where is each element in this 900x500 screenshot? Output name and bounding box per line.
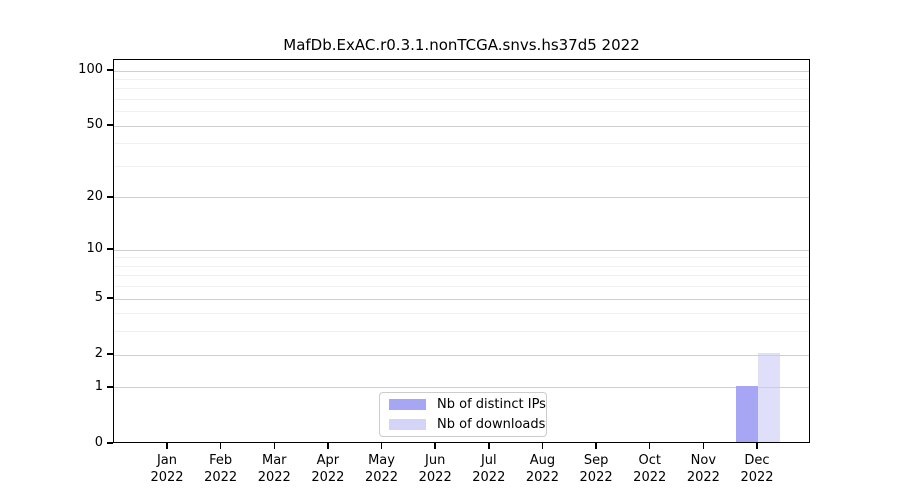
gridline-minor-30 [114, 165, 809, 167]
x-tick-mark-feb [219, 443, 222, 449]
x-tick-label-oct: Oct 2022 [633, 453, 667, 485]
x-tick-label-jun: Jun 2022 [418, 453, 452, 485]
y-tick-mark-1 [107, 386, 113, 388]
plot-area: Nb of distinct IPs Nb of downloads [113, 59, 810, 443]
legend-label-distinct-ips: Nb of distinct IPs [437, 397, 546, 412]
gridline-major-10 [114, 249, 809, 251]
gridline-minor-3 [114, 331, 809, 333]
x-tick-label-mar: Mar 2022 [257, 453, 291, 485]
y-tick-mark-5 [107, 297, 113, 299]
legend-swatch-downloads-icon [389, 419, 426, 430]
y-tick-label-5: 5 [94, 290, 103, 306]
gridline-minor-70 [114, 98, 809, 100]
x-tick-label-feb: Feb 2022 [204, 453, 238, 485]
x-tick-mark-dec [756, 443, 758, 449]
x-tick-mark-aug [541, 443, 544, 449]
x-tick-mark-jan [166, 443, 168, 449]
legend-item-downloads: Nb of downloads [389, 417, 545, 432]
gridline-minor-9 [114, 257, 809, 259]
y-tick-mark-50 [107, 124, 113, 126]
gridline-minor-4 [114, 313, 809, 315]
y-tick-mark-100 [107, 69, 113, 71]
x-tick-label-dec: Dec 2022 [740, 453, 774, 485]
y-tick-mark-10 [107, 248, 113, 250]
y-tick-label-100: 100 [78, 62, 103, 77]
gridline-minor-40 [114, 143, 809, 145]
y-tick-mark-20 [107, 196, 113, 198]
gridline-major-50 [114, 125, 809, 127]
gridline-minor-90 [114, 78, 809, 80]
x-tick-label-apr: Apr 2022 [311, 453, 345, 485]
x-tick-mark-nov [702, 443, 705, 449]
x-tick-label-may: May 2022 [364, 453, 399, 485]
gridline-minor-8 [114, 265, 809, 267]
gridline-major-1 [114, 387, 809, 389]
y-tick-mark-2 [107, 353, 113, 355]
y-tick-label-0: 0 [94, 435, 103, 450]
gridline-minor-60 [114, 111, 809, 113]
gridline-major-2 [114, 354, 809, 356]
legend: Nb of distinct IPs Nb of downloads [379, 392, 547, 437]
x-tick-mark-mar [273, 443, 276, 449]
legend-label-downloads: Nb of downloads [437, 417, 546, 432]
x-tick-label-sep: Sep 2022 [579, 453, 613, 485]
gridline-minor-7 [114, 275, 809, 277]
x-tick-mark-jun [434, 443, 436, 449]
gridline-minor-6 [114, 286, 809, 288]
x-tick-label-jul: Jul 2022 [472, 453, 506, 485]
y-tick-label-2: 2 [94, 346, 103, 362]
bar-nb-of-downloads-dec [757, 353, 780, 442]
y-tick-mark-0 [107, 442, 113, 444]
y-tick-label-50: 50 [86, 117, 103, 133]
x-tick-label-jan: Jan 2022 [150, 453, 184, 485]
x-tick-mark-apr [327, 443, 329, 449]
gridline-minor-80 [114, 88, 809, 90]
y-tick-label-1: 1 [94, 378, 103, 394]
gridline-major-100 [114, 70, 809, 72]
x-tick-mark-sep [595, 443, 597, 449]
y-tick-label-20: 20 [86, 188, 103, 204]
legend-item-distinct-ips: Nb of distinct IPs [389, 397, 546, 412]
gridline-major-5 [114, 298, 809, 300]
y-tick-label-10: 10 [86, 241, 103, 257]
x-tick-mark-jul [488, 443, 490, 449]
x-tick-mark-may [380, 443, 383, 449]
legend-swatch-distinct-ips-icon [389, 399, 426, 410]
x-tick-label-nov: Nov 2022 [686, 453, 720, 485]
x-tick-mark-oct [648, 443, 651, 449]
x-tick-label-aug: Aug 2022 [525, 453, 559, 485]
chart-title: MafDb.ExAC.r0.3.1.nonTCGA.snvs.hs37d5 20… [283, 36, 640, 54]
gridline-major-20 [114, 197, 809, 199]
bar-nb-of-distinct-ips-dec [735, 385, 758, 442]
